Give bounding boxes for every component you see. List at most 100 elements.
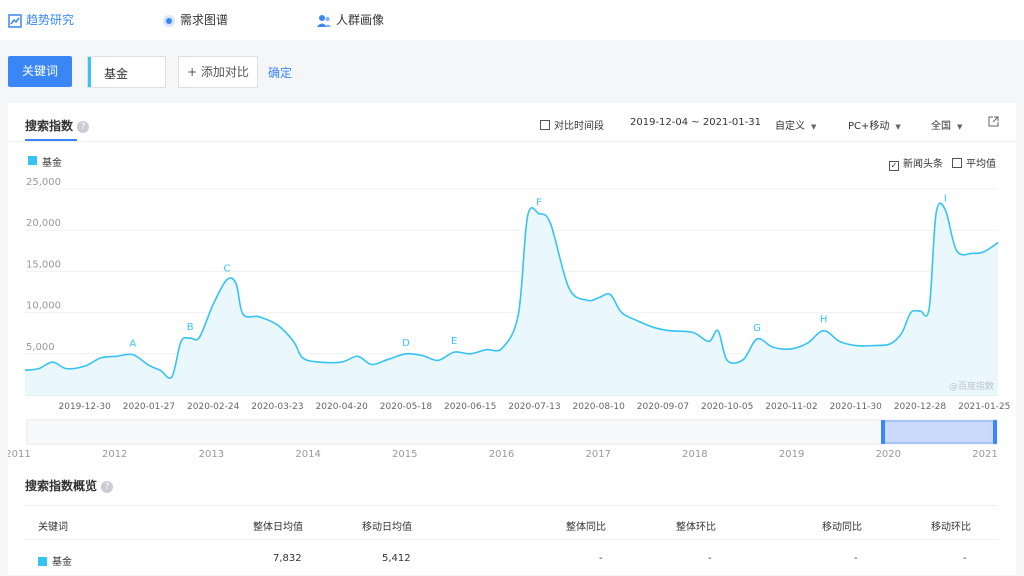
timeline-year-label: 2012 xyxy=(102,449,127,460)
table-cell-keyword: 基金 xyxy=(38,553,72,568)
keyword-input[interactable]: 基金 xyxy=(87,56,166,88)
timeline-selection[interactable] xyxy=(882,420,996,444)
nav-tab-demand[interactable]: 需求图谱 xyxy=(162,10,228,30)
average-checkbox[interactable]: 平均值 xyxy=(952,155,996,170)
keyword-bar: 关键词 基金 + 添加对比 确定 xyxy=(0,56,1024,88)
y-tick-label: 20,000 xyxy=(26,218,61,229)
timeline-year-label: 2013 xyxy=(199,449,224,460)
search-index-chart: 5,000 10,000 15,000 20,000 25,000 2019-12-30 2… xyxy=(8,177,1010,460)
timeline-year-label: 2014 xyxy=(295,449,320,460)
x-tick-label: 2020-12-28 xyxy=(894,402,947,412)
news-headline-label: 新闻头条 xyxy=(903,159,943,170)
legend-swatch xyxy=(28,156,37,165)
table-header: 移动环比 xyxy=(931,522,971,533)
date-range-picker[interactable]: 2019-12-04 ~ 2021-01-31 xyxy=(630,117,761,128)
series-line xyxy=(24,202,999,379)
checkbox-icon xyxy=(540,120,550,130)
keyword-label: 基金 xyxy=(52,557,72,568)
x-tick-label: 2020-01-27 xyxy=(123,402,175,412)
divider xyxy=(8,141,1016,142)
nav-tab-portrait[interactable]: 人群画像 xyxy=(316,10,384,30)
nav-tab-label: 人群画像 xyxy=(336,13,385,27)
nav-tab-label: 需求图谱 xyxy=(180,13,229,27)
table-header: 移动同比 xyxy=(822,522,862,533)
nav-tab-trend[interactable]: 趋势研究 xyxy=(8,10,74,30)
annotation-marker-b: B xyxy=(187,322,194,333)
annotation-marker-i: I xyxy=(944,194,947,205)
table-header: 关键词 xyxy=(38,522,68,533)
checkbox-icon xyxy=(952,158,962,168)
table-cell: - xyxy=(963,553,967,564)
help-icon[interactable]: ? xyxy=(77,120,90,133)
table-cell: - xyxy=(708,553,712,564)
keyword-button[interactable]: 关键词 xyxy=(8,56,72,87)
trend-chart-icon xyxy=(8,13,22,28)
timeline-year-label: 2015 xyxy=(392,449,417,460)
help-icon[interactable]: ? xyxy=(101,480,114,493)
keyword-color-bar xyxy=(88,57,91,87)
panel-title: 搜索指数? xyxy=(25,117,90,134)
timeline-year-label: 2011 xyxy=(8,449,31,460)
caret-down-icon: ▼ xyxy=(811,123,817,131)
confirm-button[interactable]: 确定 xyxy=(268,66,293,80)
x-tick-label: 2021-01-25 xyxy=(958,402,1010,412)
compare-period-label: 对比时间段 xyxy=(554,121,604,132)
table-header: 整体同比 xyxy=(566,522,606,533)
region-label: 全国 xyxy=(931,121,951,132)
custom-dropdown[interactable]: 自定义 ▼ xyxy=(775,117,816,132)
annotation-marker-a: A xyxy=(129,339,136,350)
nav-tab-label: 趋势研究 xyxy=(26,13,75,27)
table-cell: 7,832 xyxy=(273,553,302,564)
table-cell: - xyxy=(854,553,858,564)
x-tick-label: 2020-02-24 xyxy=(187,402,240,412)
x-tick-label: 2020-06-15 xyxy=(444,402,496,412)
x-tick-label: 2020-03-23 xyxy=(251,402,303,412)
search-index-panel: 搜索指数? 对比时间段 2019-12-04 ~ 2021-01-31 自定义 ▼… xyxy=(8,103,1016,575)
annotation-marker-h: H xyxy=(820,315,828,326)
timeline-year-label: 2020 xyxy=(876,449,901,460)
x-tick-label: 2020-11-02 xyxy=(765,402,817,412)
x-tick-label: 2020-11-30 xyxy=(830,402,883,412)
top-nav: 趋势研究 需求图谱 人群画像 xyxy=(0,0,1024,40)
x-tick-label: 2020-07-13 xyxy=(508,402,560,412)
table-header: 整体环比 xyxy=(676,522,716,533)
slider-handle-left[interactable] xyxy=(881,420,885,444)
x-tick-label: 2020-04-20 xyxy=(316,402,369,412)
timeline-slider[interactable] xyxy=(26,419,998,445)
annotation-marker-e: E xyxy=(451,336,457,347)
timeline-year-label: 2019 xyxy=(779,449,804,460)
y-tick-label: 15,000 xyxy=(26,259,61,270)
people-icon xyxy=(317,14,331,27)
table-cell: 5,412 xyxy=(382,553,411,564)
keyword-value: 基金 xyxy=(104,67,129,81)
device-dropdown[interactable]: PC+移动 ▼ xyxy=(848,117,901,132)
slider-handle-right[interactable] xyxy=(993,420,997,444)
x-tick-label: 2020-09-07 xyxy=(637,402,689,412)
region-dropdown[interactable]: 全国 ▼ xyxy=(931,117,962,132)
keyword-swatch xyxy=(38,557,47,566)
annotation-marker-f: F xyxy=(536,198,542,209)
y-tick-label: 25,000 xyxy=(26,177,61,188)
target-icon xyxy=(163,14,175,27)
x-tick-label: 2020-10-05 xyxy=(701,402,753,412)
timeline-year-label: 2017 xyxy=(585,449,610,460)
external-link-icon[interactable] xyxy=(988,116,999,127)
annotation-marker-g: G xyxy=(753,323,761,334)
watermark: @百度指数 xyxy=(949,380,994,392)
x-tick-label: 2020-05-18 xyxy=(380,402,433,412)
table-cell: - xyxy=(599,553,603,564)
custom-label: 自定义 xyxy=(775,121,805,132)
legend-label[interactable]: 基金 xyxy=(42,158,62,169)
average-label: 平均值 xyxy=(966,159,996,170)
add-compare-button[interactable]: + 添加对比 xyxy=(178,56,258,88)
compare-period-checkbox[interactable]: 对比时间段 xyxy=(540,117,604,132)
news-headline-checkbox[interactable]: ✓ 新闻头条 xyxy=(889,155,943,171)
row-divider xyxy=(24,539,998,540)
x-tick-label: 2019-12-30 xyxy=(59,402,112,412)
timeline-year-label: 2016 xyxy=(489,449,514,460)
summary-title: 搜索指数概览? xyxy=(25,477,114,494)
table-header: 整体日均值 xyxy=(253,522,303,533)
caret-down-icon: ▼ xyxy=(957,123,963,131)
timeline-year-label: 2021 xyxy=(972,449,997,460)
x-tick-label: 2020-08-10 xyxy=(573,402,626,412)
